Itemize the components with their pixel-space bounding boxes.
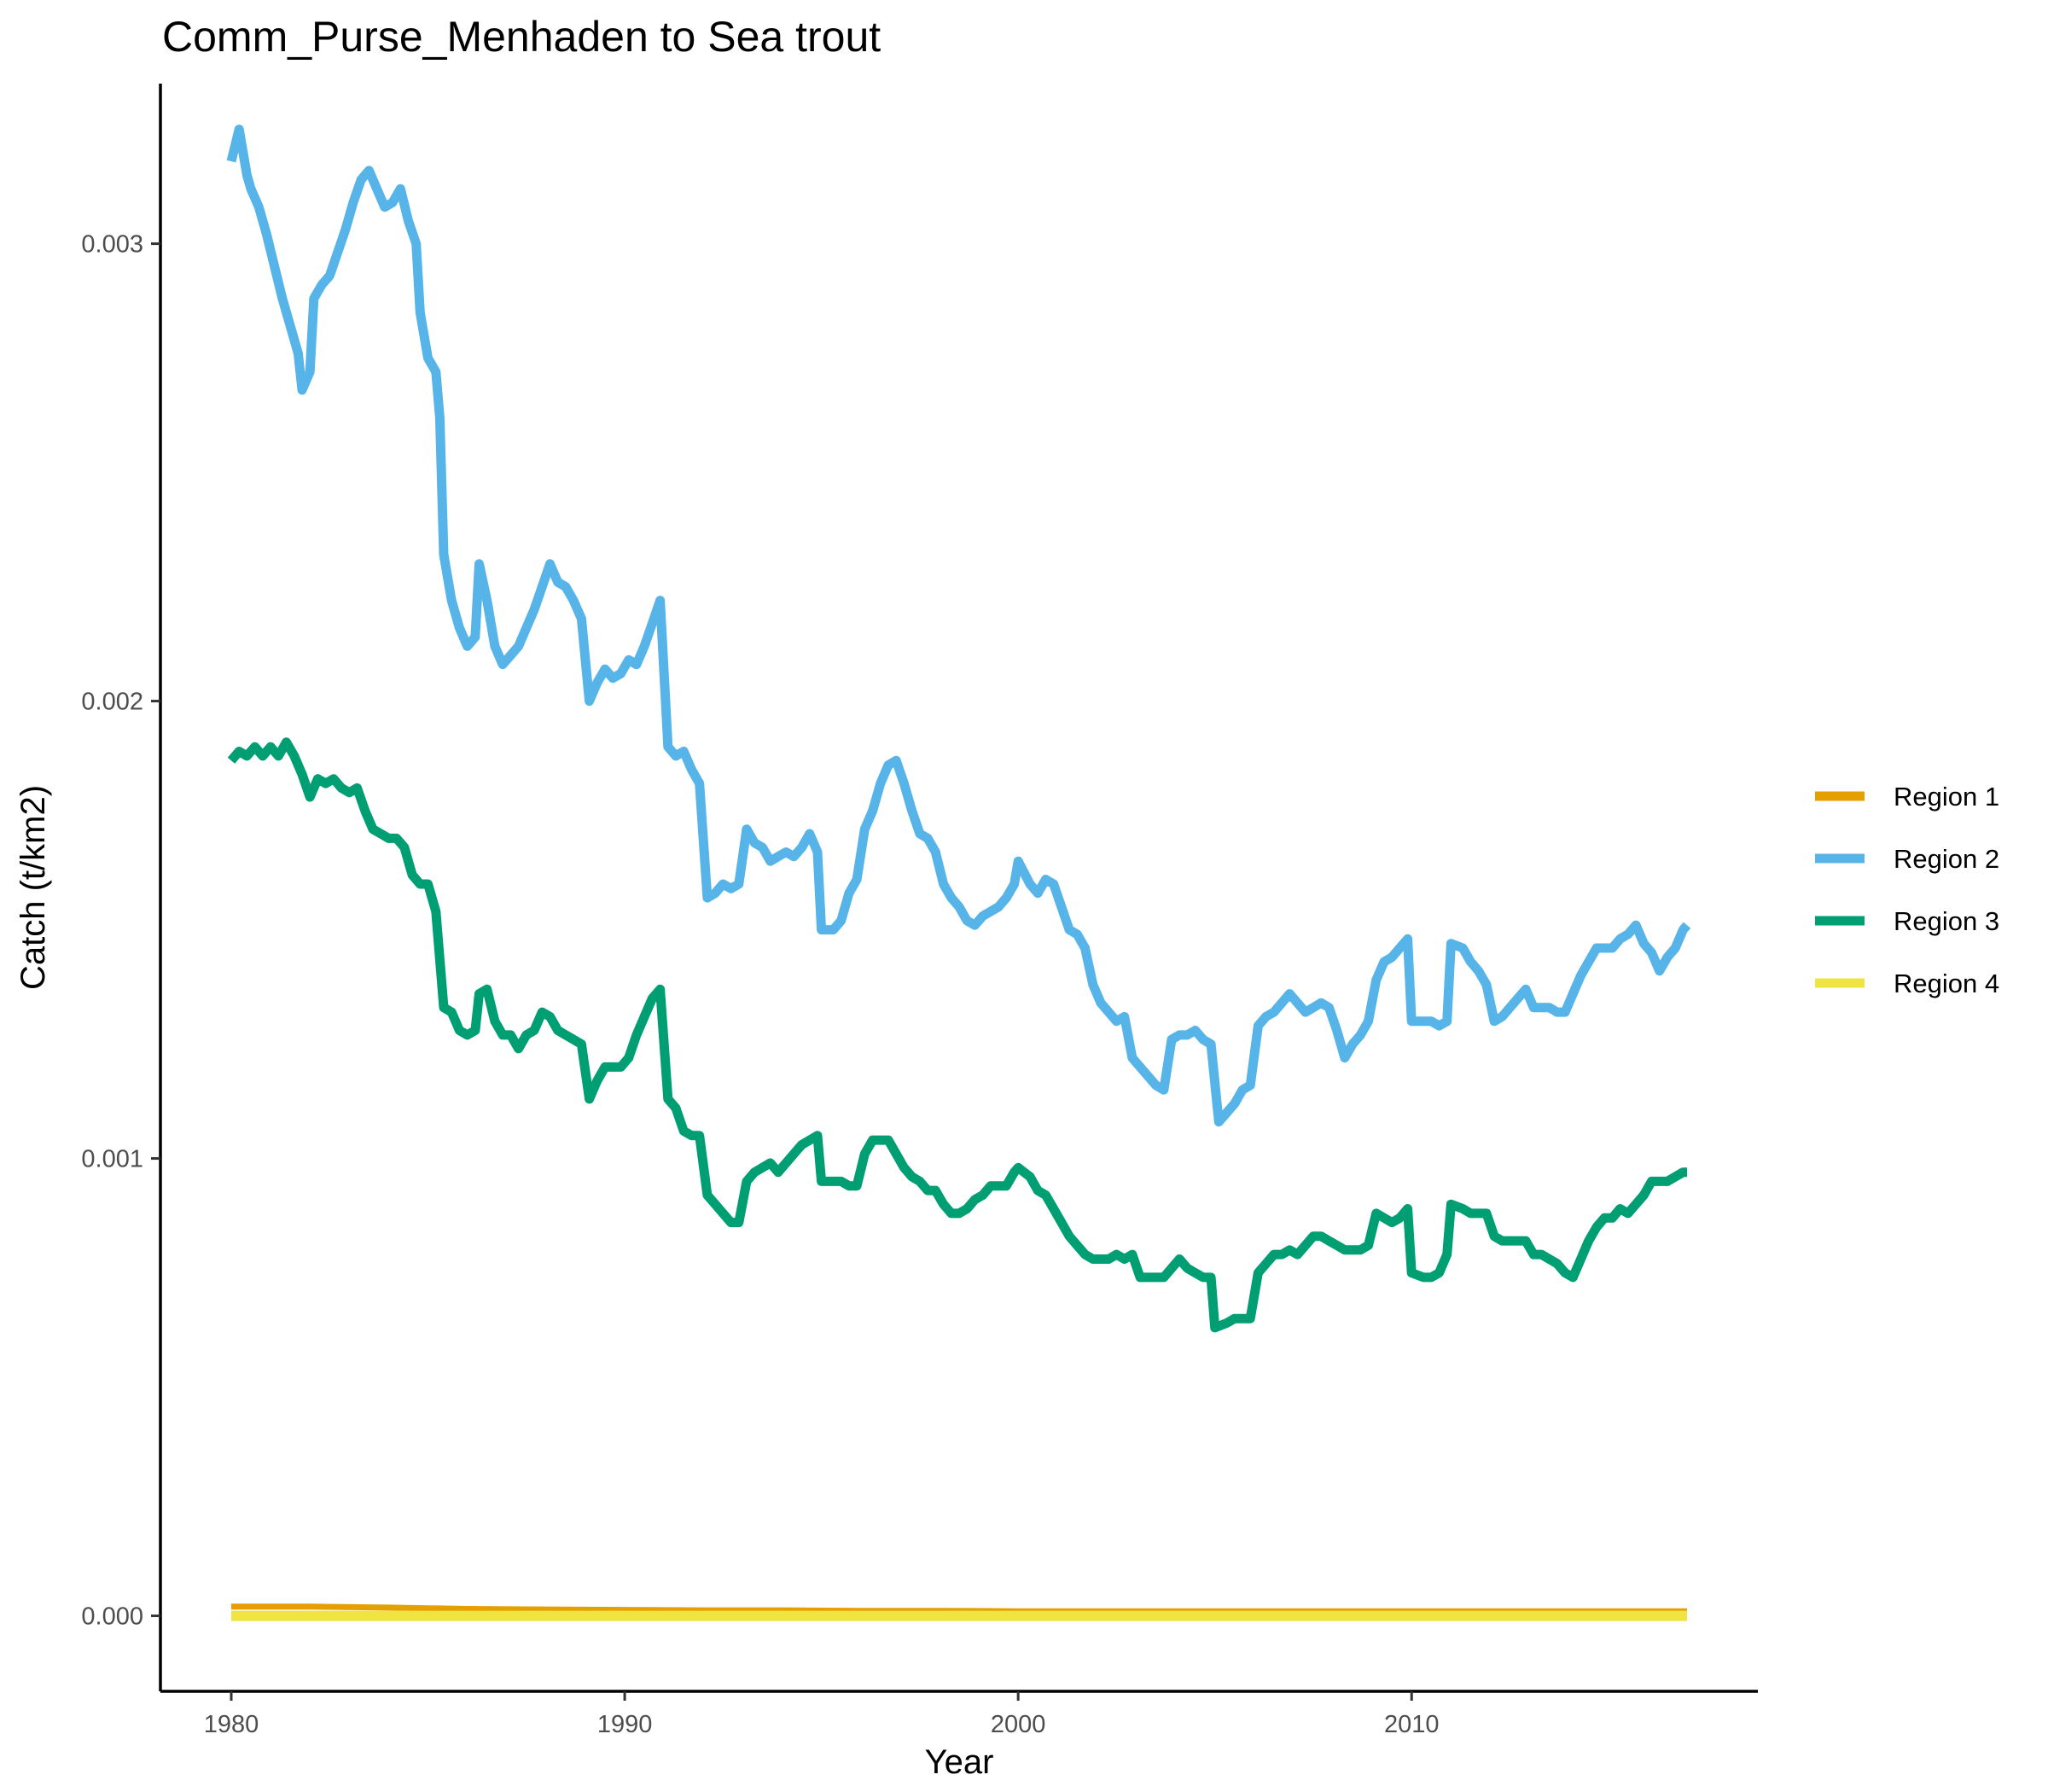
legend-label: Region 2 <box>1894 844 1999 874</box>
series-line-3 <box>227 737 1688 1333</box>
x-tick-label: 1990 <box>597 1711 653 1738</box>
series-line-1 <box>231 1603 1687 1615</box>
y-tick-label: 0.001 <box>81 1146 143 1173</box>
chart-title: Comm_Purse_Menhaden to Sea trout <box>162 13 881 61</box>
ticks-layer: 1980 1990 2000 2010 0.000 0.001 0.002 0.003 <box>81 231 1439 1738</box>
legend-label: Region 1 <box>1894 782 1999 812</box>
series-line-2 <box>226 125 1691 1127</box>
y-tick-label: 0.000 <box>81 1603 143 1631</box>
x-tick-label: 2010 <box>1384 1711 1440 1738</box>
y-tick-label: 0.002 <box>81 689 143 716</box>
x-tick-label: 1980 <box>204 1711 259 1738</box>
series-layer <box>226 125 1691 1621</box>
y-axis-title: Catch (t/km2) <box>15 785 52 990</box>
legend-label: Region 4 <box>1894 969 1999 998</box>
legend: Region 1 Region 2 Region 3 Region 4 <box>1815 782 1999 998</box>
legend-label: Region 3 <box>1894 906 1999 936</box>
x-tick-label: 2000 <box>991 1711 1046 1738</box>
y-tick-label: 0.003 <box>81 231 143 259</box>
x-axis-title: Year <box>925 1743 994 1781</box>
